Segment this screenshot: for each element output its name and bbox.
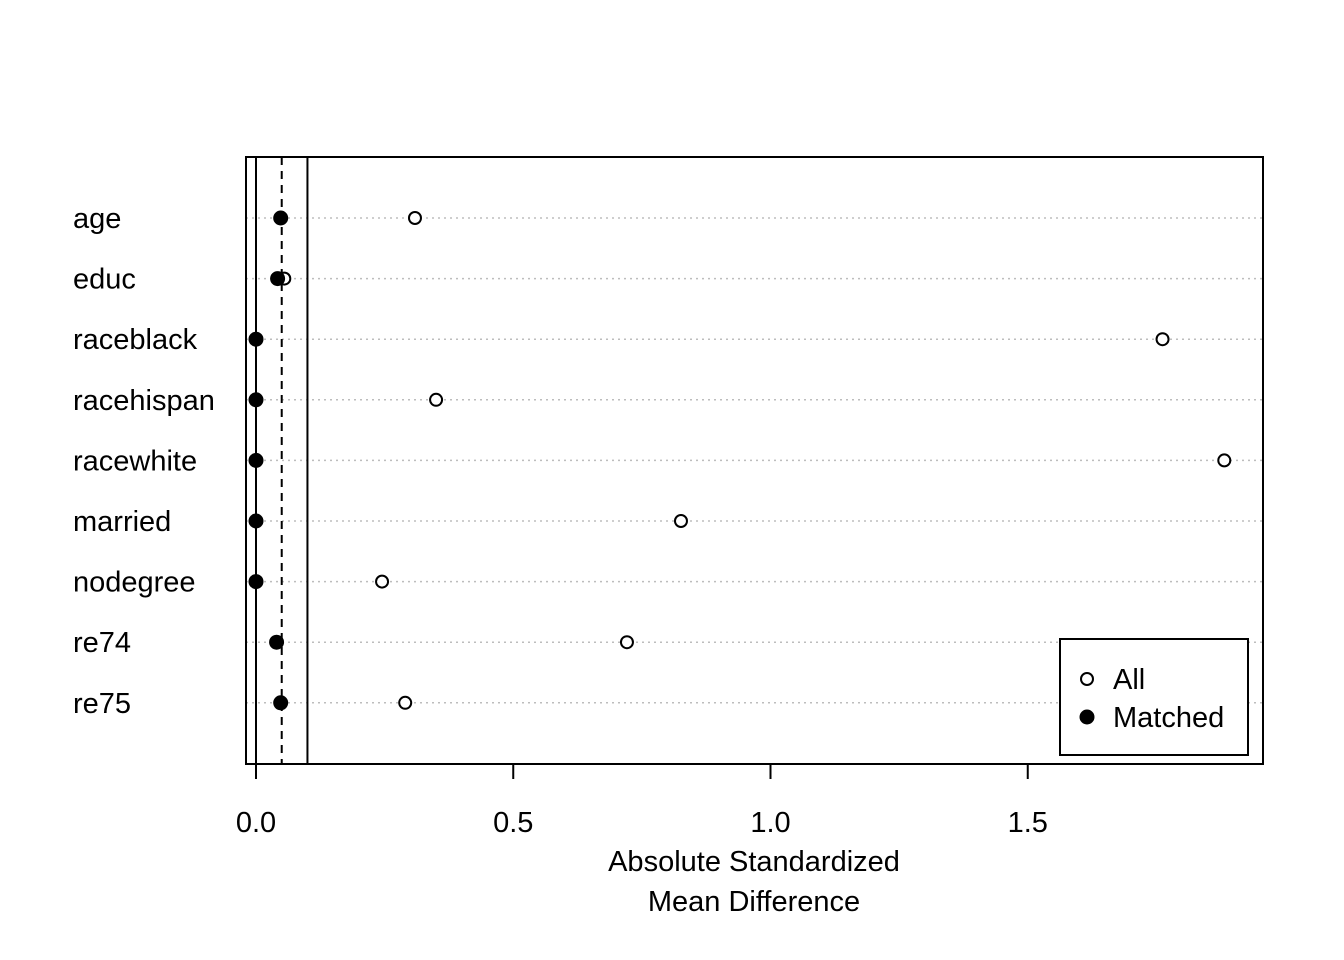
x-tick-label-1-5: 1.5	[1008, 807, 1048, 839]
point-all-age	[407, 211, 422, 225]
x-tick-label-1: 1.0	[750, 807, 790, 839]
point-all-racehispan	[429, 392, 444, 407]
legend-label-all: All	[1113, 664, 1145, 696]
legend-marker-matched	[1079, 709, 1095, 725]
grid-lines	[246, 217, 1263, 704]
legend-label-matched: Matched	[1113, 702, 1224, 734]
point-all-racewhite	[1217, 453, 1232, 468]
legend-box	[1059, 638, 1249, 756]
legend: All Matched	[1059, 638, 1249, 756]
point-matched-racehispan	[248, 392, 264, 408]
variable-label-age: age	[73, 203, 121, 235]
x-axis: 0.0 0.5 1.0 1.5	[236, 764, 1048, 839]
point-matched-racewhite	[248, 452, 264, 468]
point-matched-re75	[273, 695, 289, 711]
x-axis-title-line-2: Mean Difference	[648, 886, 860, 918]
reference-lines	[255, 157, 309, 764]
variable-label-raceblack: raceblack	[73, 324, 198, 356]
point-matched-re74	[269, 634, 285, 650]
point-matched-nodegree	[248, 574, 264, 590]
point-matched-raceblack	[248, 331, 264, 347]
point-all-nodegree	[375, 574, 390, 589]
variable-label-educ: educ	[73, 264, 136, 296]
point-matched-age	[273, 210, 289, 226]
variable-label-re75: re75	[73, 688, 131, 720]
data-points	[248, 210, 1232, 711]
legend-marker-all	[1080, 672, 1094, 686]
plot-frame	[245, 156, 1264, 765]
point-matched-educ	[270, 271, 286, 287]
x-tick-label-0: 0.0	[236, 807, 276, 839]
point-all-re74	[619, 635, 634, 650]
point-matched-married	[248, 513, 264, 529]
point-all-raceblack	[1155, 332, 1170, 347]
variable-label-married: married	[73, 506, 171, 538]
variable-label-racewhite: racewhite	[73, 445, 197, 477]
x-tick-label-0-5: 0.5	[493, 807, 533, 839]
variable-labels: age educ raceblack racehispan racewhite marri…	[73, 203, 215, 720]
x-axis-title-line-1: Absolute Standardized	[608, 846, 900, 878]
point-all-married	[673, 514, 688, 528]
x-axis-title: Absolute Standardized Mean Difference	[608, 846, 900, 918]
variable-label-nodegree: nodegree	[73, 567, 196, 599]
variable-label-racehispan: racehispan	[73, 385, 215, 417]
point-all-re75	[398, 695, 413, 710]
variable-label-re74: re74	[73, 627, 131, 659]
